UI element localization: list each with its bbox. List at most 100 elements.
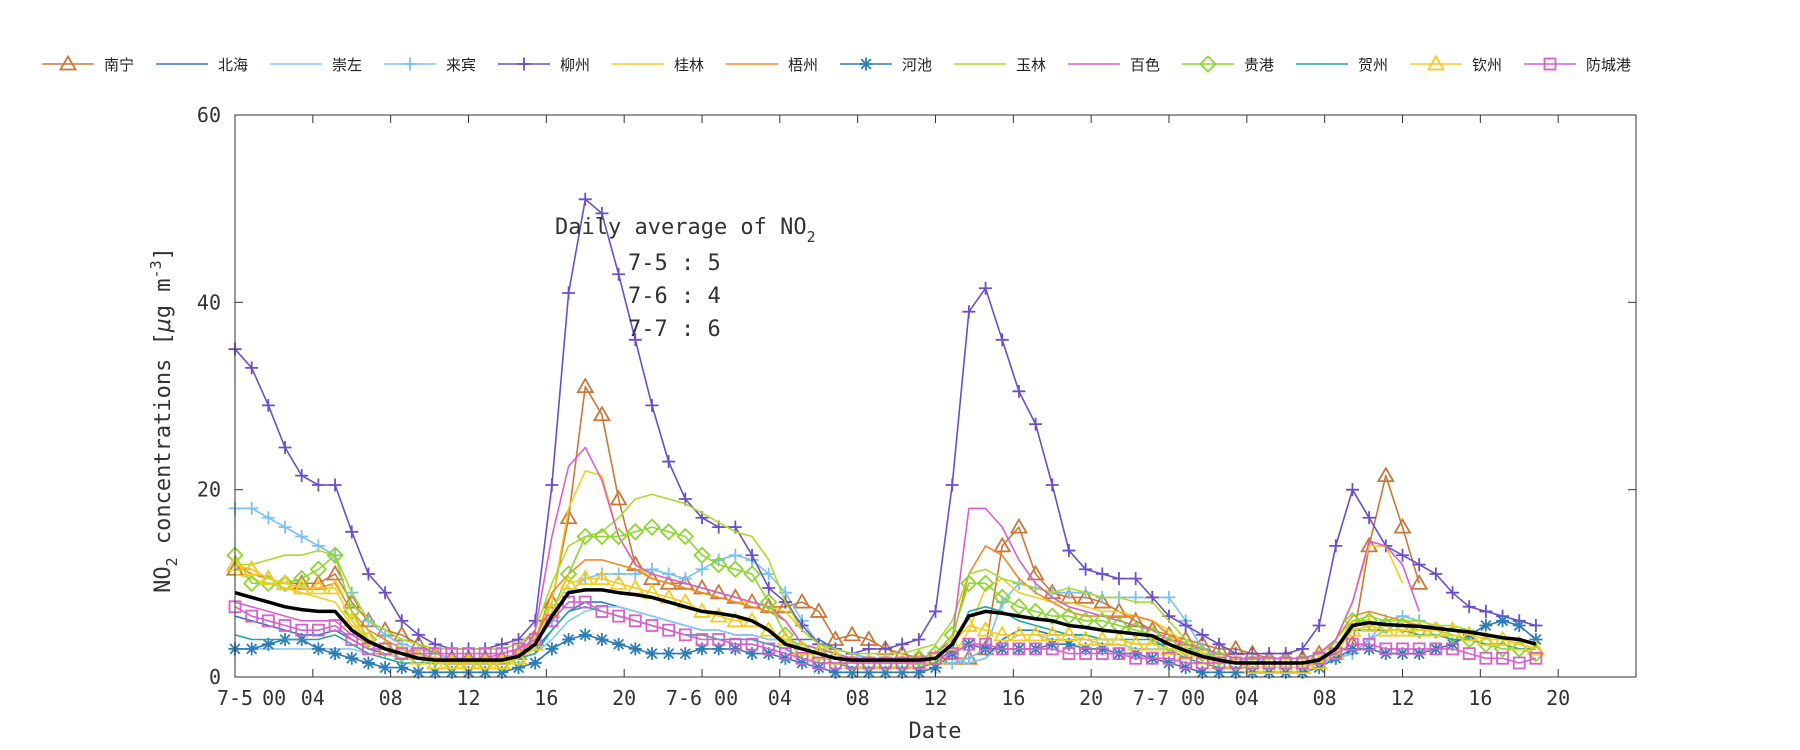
series-point (845, 665, 859, 679)
series-point (878, 665, 892, 679)
series-point (1396, 642, 1409, 656)
series-point (328, 647, 342, 661)
series-point (1360, 612, 1378, 630)
legend-entry: 玉林 (954, 56, 1046, 74)
series-point (478, 665, 492, 679)
series-point (1295, 642, 1309, 656)
series-point (545, 642, 559, 656)
legend-entry: 崇左 (270, 56, 362, 74)
series-point (311, 642, 325, 656)
legend-entry: 北海 (156, 56, 248, 74)
series-point (726, 611, 745, 628)
series-point (1012, 642, 1026, 656)
series-point (960, 574, 978, 593)
series-point (526, 634, 545, 651)
series-point (912, 656, 926, 670)
series-point (1095, 567, 1109, 581)
series-point (528, 614, 542, 628)
series-point (695, 642, 709, 656)
x-tick-label: 08 (1313, 686, 1337, 710)
series-point (1260, 658, 1279, 675)
series-point (1479, 604, 1493, 618)
legend-entry: 桂林 (612, 56, 704, 74)
series-point (676, 527, 695, 546)
series-point (1412, 558, 1426, 572)
series-point (862, 656, 876, 670)
series-point (1079, 647, 1093, 660)
series-point (879, 656, 892, 670)
series-point (361, 567, 375, 581)
series-point (242, 574, 261, 593)
series-point (1179, 618, 1193, 632)
series-point (1129, 651, 1143, 665)
axes-frame (234, 114, 1637, 678)
series-average (234, 588, 1537, 665)
x-tick-label: 12 (456, 686, 480, 710)
series-point (1012, 384, 1026, 398)
series-point (845, 656, 859, 670)
series-point (976, 574, 995, 593)
series-point (278, 619, 292, 632)
series-point (1479, 651, 1493, 665)
x-tick-label: 20 (1546, 686, 1570, 710)
series-point (1446, 642, 1459, 656)
legend-marker (859, 57, 873, 71)
series-point (612, 567, 626, 581)
series-point (976, 620, 995, 637)
series-point (1496, 651, 1509, 665)
series-point (812, 656, 826, 670)
series-玉林 (235, 493, 1537, 660)
series-point (1195, 665, 1209, 679)
series-point (828, 665, 842, 679)
legend-label: 百色 (1130, 56, 1160, 74)
series-point (912, 633, 926, 647)
series-point (595, 633, 609, 647)
series-point (1510, 634, 1529, 651)
series-point (1062, 647, 1076, 660)
series-point (295, 530, 309, 543)
legend-entry: 来宾 (384, 56, 476, 74)
series-layer (225, 192, 1545, 679)
y-label-unit: g m (151, 278, 176, 318)
series-point (1393, 616, 1412, 635)
series-point (259, 569, 278, 586)
y-label-mu: μ (151, 318, 176, 333)
series-point (278, 441, 292, 455)
y-label-mid: concentrations [ (151, 332, 176, 557)
x-tick-label: 7-7 00 (1133, 686, 1205, 710)
y-label-exp: -3 (147, 260, 165, 278)
series-point (912, 665, 926, 679)
x-tick-label: 08 (846, 686, 870, 710)
series-point (345, 525, 359, 539)
x-tick-label: 04 (301, 686, 325, 710)
series-point (609, 527, 628, 546)
series-point (559, 565, 578, 583)
series-point (995, 333, 1009, 347)
y-tick-label: 40 (197, 290, 221, 314)
series-point (309, 560, 328, 579)
series-point (662, 455, 676, 469)
series-point (1512, 656, 1526, 670)
series-point (1026, 625, 1045, 642)
series-point (659, 523, 678, 541)
series-point (743, 565, 761, 583)
series-point (1276, 658, 1295, 675)
series-point (1410, 620, 1429, 637)
series-point (895, 637, 909, 651)
series-point (395, 661, 409, 675)
series-point (1376, 620, 1395, 637)
series-point (628, 614, 642, 628)
series-point (1212, 637, 1226, 651)
series-point (326, 546, 344, 565)
series-point (578, 192, 592, 206)
series-point (929, 661, 942, 675)
series-point (245, 361, 259, 375)
series-point (929, 604, 942, 618)
series-point (593, 527, 611, 546)
series-point (295, 469, 309, 483)
legend-marker (1543, 57, 1557, 71)
series-point (261, 614, 275, 628)
series-point (1079, 562, 1093, 576)
legend-entry: 梧州 (726, 56, 818, 74)
series-point (1529, 651, 1543, 665)
